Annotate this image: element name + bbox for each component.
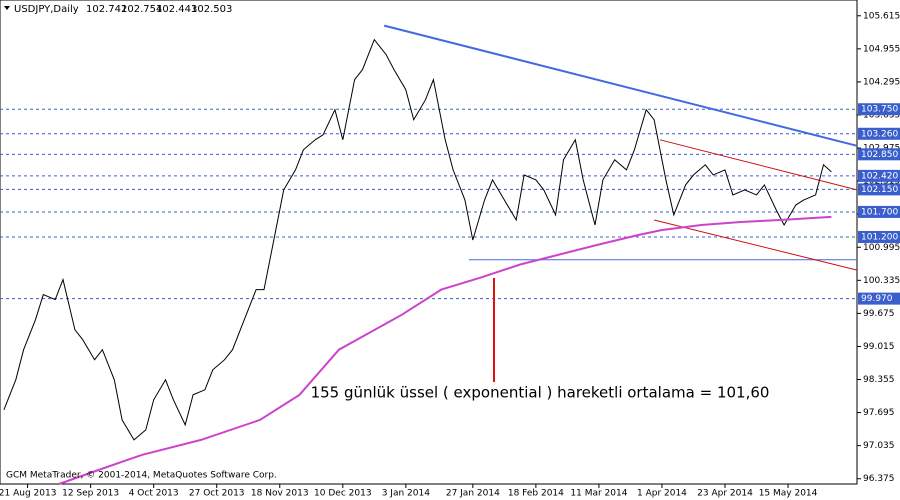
y-tick-label: 100.335 <box>863 276 900 286</box>
level-label-box <box>858 292 900 305</box>
x-tick-label: 27 Oct 2013 <box>189 489 245 499</box>
y-tick-label: 105.615 <box>863 11 900 21</box>
x-tick-label: 23 Apr 2014 <box>697 489 753 499</box>
series-line <box>3 38 832 441</box>
level-label-box <box>858 169 900 182</box>
level-label-box <box>858 230 900 243</box>
level-label: 103.260 <box>861 129 898 139</box>
x-tick-label: 3 Jan 2014 <box>382 489 430 499</box>
x-tick-label: 11 Mar 2014 <box>570 489 627 499</box>
level-label: 102.150 <box>861 185 898 195</box>
trendline <box>383 24 858 147</box>
x-tick-label: 4 Oct 2013 <box>129 489 179 499</box>
menu-arrow <box>4 6 10 10</box>
ohlc-value: 102.443 <box>156 4 197 15</box>
y-tick-label: 96.375 <box>863 474 895 484</box>
ohlc-value: 102.503 <box>191 4 232 15</box>
y-tick-label: 99.015 <box>863 342 895 352</box>
level-label: 102.420 <box>861 171 898 181</box>
series-line <box>58 215 832 485</box>
y-tick-label: 98.355 <box>863 375 895 385</box>
level-label: 101.200 <box>861 232 898 242</box>
footer: GCM MetaTrader, © 2001-2014, MetaQuotes … <box>6 471 277 481</box>
ohlc-value: 102.742 <box>86 4 127 15</box>
ohlc-value: 102.754 <box>121 4 162 15</box>
annotation: 155 günlük üssel ( exponential ) hareket… <box>311 384 770 402</box>
trendline <box>659 139 858 191</box>
symbol-label: USDJPY,Daily <box>14 4 79 15</box>
level-label-box <box>858 205 900 218</box>
level-label-box <box>858 148 900 161</box>
plot-frame <box>0 0 858 485</box>
x-tick-label: 21 Aug 2013 <box>0 489 56 499</box>
y-tick-label: 103.635 <box>863 110 900 120</box>
y-tick-label: 104.955 <box>863 44 900 54</box>
level-label-box <box>858 103 900 116</box>
level-label: 103.750 <box>861 105 898 115</box>
x-tick-label: 12 Sep 2013 <box>62 489 119 499</box>
x-tick-label: 1 Apr 2014 <box>637 489 687 499</box>
x-tick-label: 18 Feb 2014 <box>508 489 564 499</box>
level-label-box <box>858 127 900 140</box>
x-tick-label: 15 May 2014 <box>759 489 818 499</box>
x-tick-label: 10 Dec 2013 <box>314 489 372 499</box>
trendline <box>653 219 858 271</box>
level-label: 102.850 <box>861 150 898 160</box>
y-tick-label: 104.295 <box>863 77 900 87</box>
y-tick-label: 100.995 <box>863 243 900 253</box>
x-tick-label: 18 Nov 2013 <box>251 489 309 499</box>
level-label: 99.970 <box>861 294 893 304</box>
level-label-box <box>858 183 900 196</box>
x-tick-label: 27 Jan 2014 <box>446 489 500 499</box>
y-tick-label: 99.675 <box>863 309 895 319</box>
y-tick-label: 97.695 <box>863 408 895 418</box>
y-tick-label: 97.035 <box>863 441 895 451</box>
level-label: 101.700 <box>861 207 898 217</box>
